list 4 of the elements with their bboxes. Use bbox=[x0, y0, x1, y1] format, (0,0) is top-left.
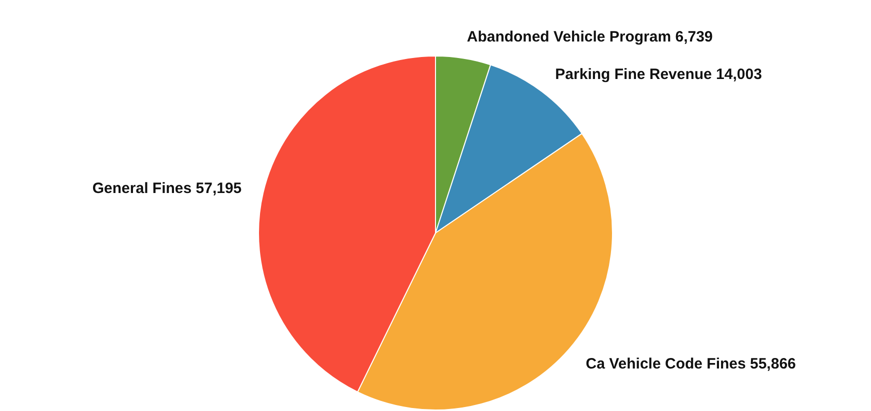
slice-label: Ca Vehicle Code Fines 55,866 bbox=[586, 355, 796, 372]
slice-label: General Fines 57,195 bbox=[92, 180, 242, 198]
slice-label: Abandoned Vehicle Program 6,739 bbox=[466, 28, 713, 46]
slice-label: Parking Fine Revenue 14,003 bbox=[555, 66, 762, 84]
